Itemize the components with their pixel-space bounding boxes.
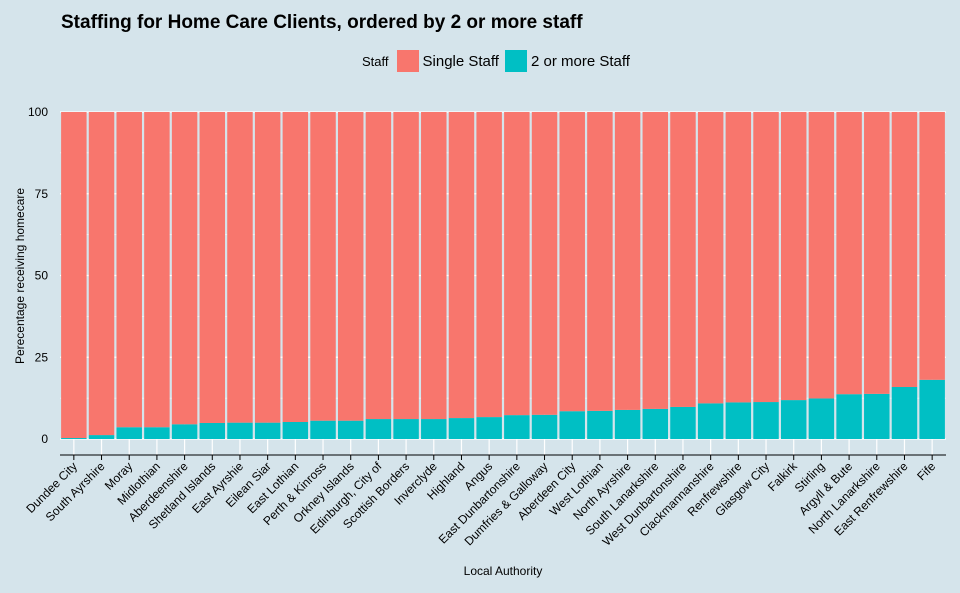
bar-single-staff [393,112,419,420]
legend-title: Staff [362,53,389,69]
bar-two-or-more-staff [88,435,115,439]
bar-two-or-more-staff [531,414,558,439]
bar-single-staff [642,112,669,409]
bar-single-staff [310,112,336,421]
y-tick-label: 0 [41,432,48,446]
bar-two-or-more-staff [421,419,447,439]
bar-single-staff [614,112,641,410]
bar-single-staff [725,112,752,403]
bar-two-or-more-staff [891,387,918,439]
bar-single-staff [116,112,142,428]
bar-two-or-more-staff [670,406,696,439]
bar-two-or-more-staff [476,417,502,439]
bar-two-or-more-staff [171,424,198,439]
legend-key-single-staff [396,50,419,72]
x-axis-label: Local Authority [464,564,543,578]
bar-single-staff [504,112,530,416]
bar-two-or-more-staff [337,420,364,439]
bar-single-staff [421,112,447,420]
legend-label-single-staff: Single Staff [422,52,499,70]
bar-single-staff [144,112,170,428]
bar-single-staff [337,112,364,421]
bar-single-staff [559,112,585,412]
bar-two-or-more-staff [919,379,945,439]
bar-single-staff [587,112,613,411]
y-tick-label: 75 [35,187,49,201]
bar-two-or-more-staff [614,409,641,439]
bar-single-staff [199,112,226,423]
bar-two-or-more-staff [504,415,530,439]
bar-single-staff [670,112,696,407]
bar-single-staff [919,112,945,380]
bar-single-staff [476,112,502,418]
bar-two-or-more-staff [559,411,585,439]
bar-two-or-more-staff [448,418,475,439]
bar-two-or-more-staff [61,438,87,439]
bar-two-or-more-staff [808,398,835,439]
bar-two-or-more-staff [144,427,170,439]
bar-two-or-more-staff [836,394,862,439]
bar-single-staff [836,112,862,395]
bar-two-or-more-staff [753,402,779,439]
x-tick-label: Fife [914,459,938,483]
bar-single-staff [864,112,890,394]
bar-two-or-more-staff [725,402,752,439]
bar-single-staff [282,112,309,422]
legend-key-two-or-more-staff [504,50,527,72]
y-tick-label: 50 [35,269,49,283]
y-tick-label: 25 [35,350,49,364]
bar-single-staff [891,112,918,388]
y-axis-label: Perecentage receiving homecare [13,188,27,364]
bar-single-staff [61,112,87,439]
bar-two-or-more-staff [642,408,669,439]
bar-two-or-more-staff [393,419,419,439]
bar-single-staff [171,112,198,425]
bar-single-staff [227,112,253,423]
bar-single-staff [254,112,281,423]
bar-single-staff [697,112,724,404]
bar-two-or-more-staff [587,410,613,439]
bar-two-or-more-staff [254,422,281,439]
legend-label-two-or-more-staff: 2 or more Staff [530,52,630,70]
bar-single-staff [365,112,392,420]
bar-two-or-more-staff [365,419,392,439]
bar-two-or-more-staff [864,393,890,439]
bar-single-staff [753,112,779,403]
bars [61,112,945,439]
bar-two-or-more-staff [116,427,142,439]
bar-two-or-more-staff [780,400,807,439]
bar-single-staff [808,112,835,399]
chart-title: Staffing for Home Care Clients, ordered … [61,12,583,33]
bar-single-staff [780,112,807,401]
bar-single-staff [448,112,475,419]
legend: Staff Single Staff 2 or more Staff [362,49,636,73]
bar-single-staff [531,112,558,415]
bar-two-or-more-staff [199,422,226,439]
bar-two-or-more-staff [310,420,336,439]
bar-two-or-more-staff [227,422,253,439]
bar-two-or-more-staff [697,403,724,439]
bar-two-or-more-staff [282,421,309,439]
bar-single-staff [88,112,115,436]
y-tick-label: 100 [28,105,48,119]
